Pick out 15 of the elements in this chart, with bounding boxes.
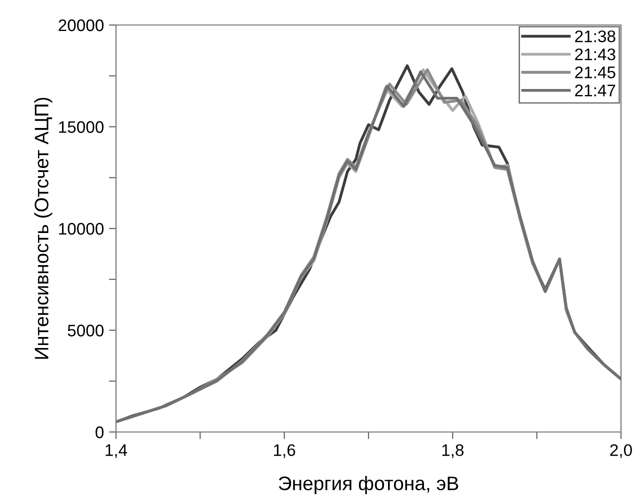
y-tick-label: 15000 — [59, 121, 104, 133]
x-tick-label: 1,8 — [442, 444, 464, 458]
y-axis-title: Интенсивность (Отсчет АЦП) — [34, 98, 52, 359]
legend-label: 21:38 — [575, 30, 616, 42]
x-tick-label: 1,4 — [106, 444, 128, 458]
x-axis-title: Энергия фотона, эВ — [278, 476, 458, 494]
y-tick-label: 10000 — [59, 222, 104, 235]
x-tick-label: 1,6 — [274, 444, 296, 458]
y-tick-label: 5000 — [68, 324, 104, 336]
legend-label: 21:47 — [575, 84, 616, 96]
y-tick-label: 20000 — [58, 19, 104, 32]
legend-label: 21:43 — [575, 48, 616, 60]
y-tick-label: 0 — [96, 426, 104, 438]
x-tick-label: 2,0 — [610, 444, 632, 458]
legend-label: 21:45 — [575, 66, 616, 78]
